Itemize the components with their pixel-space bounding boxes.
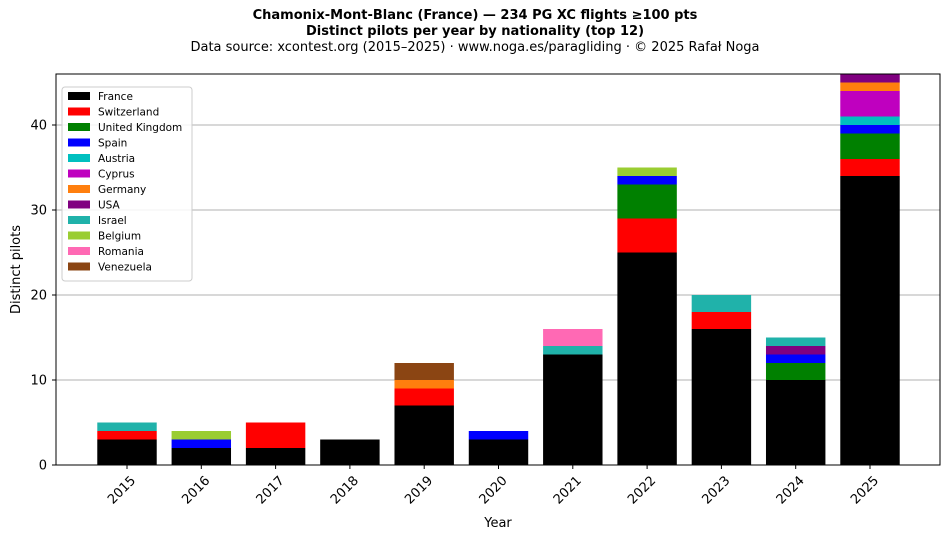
legend-label: Belgium	[98, 231, 141, 243]
bars	[97, 74, 900, 465]
bar-segment	[97, 422, 157, 431]
bar-segment	[468, 439, 529, 465]
legend-swatch	[68, 247, 90, 255]
bar-segment	[840, 159, 900, 176]
legend-swatch	[68, 107, 90, 116]
bar-segment	[394, 388, 454, 406]
legend-label: Austria	[98, 153, 135, 165]
legend-label: USA	[98, 200, 121, 212]
bar-segment	[171, 431, 232, 440]
bar-segment	[765, 337, 826, 346]
bar-segment	[691, 295, 752, 312]
x-tick-label: 2016	[179, 473, 213, 507]
x-tick-label: 2018	[328, 473, 362, 507]
bar-segment	[765, 354, 826, 363]
x-tick-label: 2020	[477, 473, 511, 507]
x-tick-label: 2024	[774, 473, 808, 507]
bar-segment	[97, 431, 157, 440]
legend-label: Venezuela	[98, 262, 152, 274]
bar-segment	[765, 346, 826, 355]
bar-segment	[617, 252, 677, 465]
legend-swatch	[68, 262, 90, 271]
y-tick-label: 10	[30, 374, 47, 389]
x-axis-title: Year	[483, 516, 512, 531]
bar-segment	[245, 422, 306, 448]
bar-segment	[840, 82, 900, 91]
bar-segment	[840, 116, 900, 125]
legend-label: Switzerland	[98, 107, 159, 119]
x-tick-label: 2015	[105, 473, 139, 507]
bar-segment	[617, 176, 677, 185]
legend-swatch	[68, 154, 90, 162]
bar-segment	[840, 74, 900, 83]
legend-label: Israel	[98, 215, 127, 227]
legend-swatch	[68, 200, 90, 209]
bar-segment	[394, 405, 454, 465]
x-tick-label: 2023	[699, 473, 733, 507]
bar-segment	[543, 346, 603, 355]
legend-label: Cyprus	[98, 169, 135, 181]
legend-swatch	[68, 138, 90, 147]
bar-segment	[840, 133, 900, 159]
y-tick-label: 0	[39, 459, 47, 474]
bar-segment	[394, 380, 454, 389]
bar-segment	[765, 380, 826, 465]
legend-label: United Kingdom	[98, 122, 182, 134]
legend-label: France	[98, 91, 133, 103]
legend-label: Germany	[98, 184, 146, 196]
legend-label: Spain	[98, 138, 127, 150]
bar-segment	[543, 329, 603, 346]
bar-segment	[691, 329, 752, 465]
legend-swatch	[68, 169, 90, 178]
x-tick-label: 2021	[551, 473, 585, 507]
x-tick-label: 2022	[625, 473, 659, 507]
bar-segment	[840, 176, 900, 465]
bar-segment	[320, 439, 380, 465]
bar-segment	[171, 448, 232, 465]
x-tick-label: 2019	[402, 473, 436, 507]
legend-swatch	[68, 231, 90, 240]
bar-segment	[543, 354, 603, 465]
bar-segment	[691, 312, 752, 329]
bar-segment	[97, 439, 157, 465]
legend-label: Romania	[98, 246, 144, 258]
bar-segment	[840, 125, 900, 134]
chart-title: Chamonix-Mont-Blanc (France) — 234 PG XC…	[252, 8, 698, 23]
legend: France Switzerland United Kingdom Spain Aust…	[61, 86, 193, 282]
legend-swatch	[68, 216, 90, 224]
chart-subtitle: Distinct pilots per year by nationality …	[305, 24, 645, 39]
bar-segment	[171, 439, 232, 448]
bar-segment	[468, 431, 529, 440]
bar-segment	[617, 167, 677, 176]
bar-segment	[840, 91, 900, 117]
y-tick-label: 40	[30, 119, 47, 134]
y-tick-label: 20	[30, 289, 47, 304]
bar-segment	[617, 184, 677, 219]
x-tick-label: 2025	[848, 473, 882, 507]
legend-swatch	[68, 123, 90, 131]
y-axis-title: Distinct pilots	[9, 225, 24, 314]
y-tick-label: 30	[30, 204, 47, 219]
legend-swatch	[68, 92, 90, 100]
bar-segment	[765, 363, 826, 380]
bar-segment	[394, 363, 454, 380]
chart-source-note: Data source: xcontest.org (2015–2025) · …	[190, 40, 760, 55]
bar-segment	[245, 448, 306, 465]
legend-box	[61, 86, 193, 282]
bar-segment	[617, 218, 677, 253]
x-tick-label: 2017	[254, 473, 288, 507]
legend-swatch	[68, 185, 90, 193]
chart-title-block: Chamonix-Mont-Blanc (France) — 234 PG XC…	[0, 8, 950, 56]
